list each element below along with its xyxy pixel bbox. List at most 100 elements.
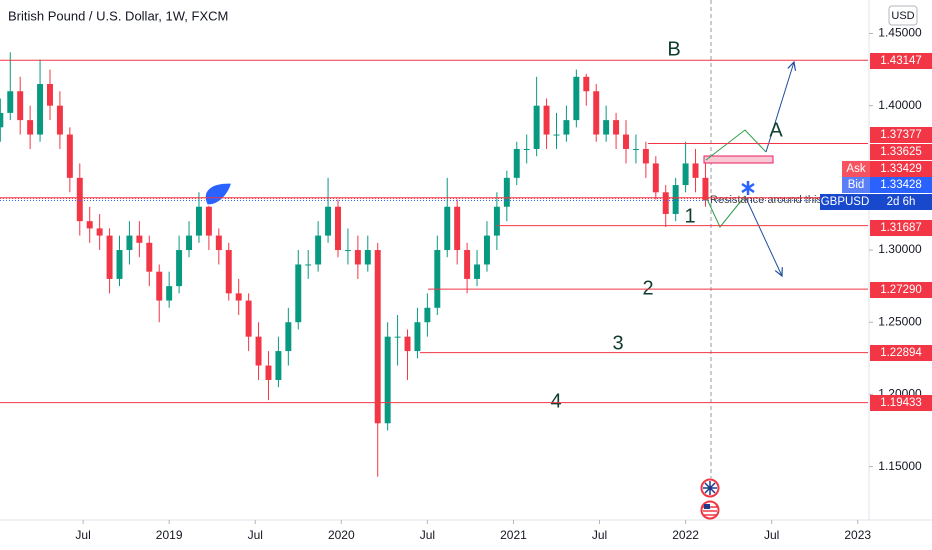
y-tick-label: 1.45000 bbox=[878, 26, 922, 40]
ask-value: 1.33429 bbox=[880, 163, 922, 175]
candle-body bbox=[116, 250, 123, 279]
x-tick-label: 2019 bbox=[156, 528, 183, 542]
candle-body bbox=[444, 206, 451, 251]
price-label-box bbox=[820, 194, 932, 210]
arrow-up bbox=[765, 62, 794, 153]
candle-body bbox=[414, 322, 421, 352]
price-label-box bbox=[870, 177, 932, 193]
candle-body bbox=[573, 76, 580, 121]
candle-body bbox=[166, 286, 173, 301]
candle-body bbox=[37, 84, 44, 135]
candle-body bbox=[682, 163, 689, 186]
candle-body bbox=[245, 300, 252, 337]
candle-body bbox=[56, 105, 63, 135]
level-label: 1.31687 bbox=[880, 222, 922, 234]
level-label-box bbox=[870, 144, 932, 160]
candle-body bbox=[335, 206, 341, 251]
candle-body bbox=[225, 250, 232, 294]
price-label-box bbox=[870, 161, 932, 177]
candle-body bbox=[523, 148, 530, 150]
x-tick-label: Jul bbox=[420, 528, 435, 542]
candle-body bbox=[563, 120, 570, 135]
candle-body bbox=[364, 250, 371, 265]
ask-label: Ask bbox=[846, 163, 865, 175]
leaf-icon bbox=[204, 182, 234, 206]
candle-body bbox=[315, 235, 322, 265]
candle-body bbox=[255, 336, 262, 366]
annotation: B bbox=[667, 38, 680, 60]
currency-box[interactable] bbox=[888, 5, 918, 26]
candle-body bbox=[27, 120, 34, 135]
x-tick-label: 2021 bbox=[500, 528, 527, 542]
asterisk bbox=[741, 181, 755, 195]
candle-body bbox=[464, 250, 471, 279]
bid-value: 1.33428 bbox=[880, 179, 922, 191]
candle-body bbox=[17, 91, 24, 121]
candle-body bbox=[543, 105, 550, 135]
level-label: 1.19433 bbox=[880, 397, 922, 409]
candle-body bbox=[156, 271, 163, 301]
candle-body bbox=[513, 148, 520, 178]
level-label: 1.27290 bbox=[880, 284, 922, 296]
candle-body bbox=[215, 235, 222, 251]
candle-body bbox=[66, 134, 73, 178]
candle-body bbox=[503, 177, 510, 207]
x-tick-label: 2020 bbox=[328, 528, 355, 542]
candle-body bbox=[672, 185, 679, 214]
candle-body bbox=[344, 250, 351, 252]
uk-flag-cross bbox=[703, 481, 717, 495]
y-tick-label: 1.30000 bbox=[878, 242, 922, 256]
candle-body bbox=[76, 177, 83, 222]
candle-body bbox=[195, 206, 202, 236]
candle-body bbox=[593, 91, 600, 135]
candle-body bbox=[265, 365, 272, 380]
candle-body bbox=[583, 76, 590, 92]
candle-body bbox=[434, 250, 441, 308]
level-label-box bbox=[870, 53, 932, 69]
candle-body bbox=[662, 192, 669, 214]
path-down bbox=[706, 195, 746, 228]
candle-body bbox=[623, 134, 629, 149]
symbol-label: GBPUSD bbox=[821, 196, 870, 208]
candle-body bbox=[305, 264, 312, 266]
candle-body bbox=[374, 250, 381, 424]
candle-body bbox=[424, 307, 431, 323]
candle-body bbox=[186, 235, 193, 251]
x-tick-label: 2022 bbox=[672, 528, 699, 542]
annotations: B A 1 2 3 4 Resistance around this bbox=[550, 38, 822, 412]
level-label-box bbox=[870, 127, 932, 143]
x-tick-label: Jul bbox=[764, 528, 779, 542]
y-tick-label: 1.15000 bbox=[878, 459, 922, 473]
candle-body bbox=[146, 242, 153, 272]
resistance-box bbox=[703, 155, 774, 164]
candle-body bbox=[295, 264, 302, 323]
annotation: 3 bbox=[612, 332, 623, 354]
annotation: Resistance around this bbox=[710, 194, 822, 206]
level-label-box bbox=[870, 345, 932, 361]
countdown-label: 2d 6h bbox=[887, 196, 916, 208]
candle-body bbox=[652, 163, 659, 193]
candle-body bbox=[136, 235, 143, 243]
annotation: A bbox=[769, 119, 783, 141]
arrow-down bbox=[744, 195, 782, 276]
candle-body bbox=[702, 177, 709, 201]
chart-title: British Pound / U.S. Dollar, 1W, FXCM bbox=[8, 8, 228, 23]
x-tick-label: Jul bbox=[248, 528, 263, 542]
path-up bbox=[705, 129, 767, 161]
candle-body bbox=[474, 264, 481, 279]
candle-body bbox=[493, 206, 500, 236]
level-label: 1.33625 bbox=[880, 146, 922, 158]
annotation: 1 bbox=[684, 205, 695, 227]
candle-body bbox=[86, 221, 93, 229]
candle-body bbox=[0, 112, 4, 128]
x-tick-label: 2023 bbox=[844, 528, 871, 542]
candle-body bbox=[454, 206, 461, 251]
candle-body bbox=[603, 120, 610, 135]
plot-area bbox=[0, 52, 868, 477]
level-label: 1.22894 bbox=[880, 347, 922, 359]
candle-body bbox=[47, 84, 53, 106]
candle-body bbox=[384, 336, 391, 424]
level-label: 1.37377 bbox=[880, 129, 922, 141]
candle-body bbox=[235, 293, 242, 301]
